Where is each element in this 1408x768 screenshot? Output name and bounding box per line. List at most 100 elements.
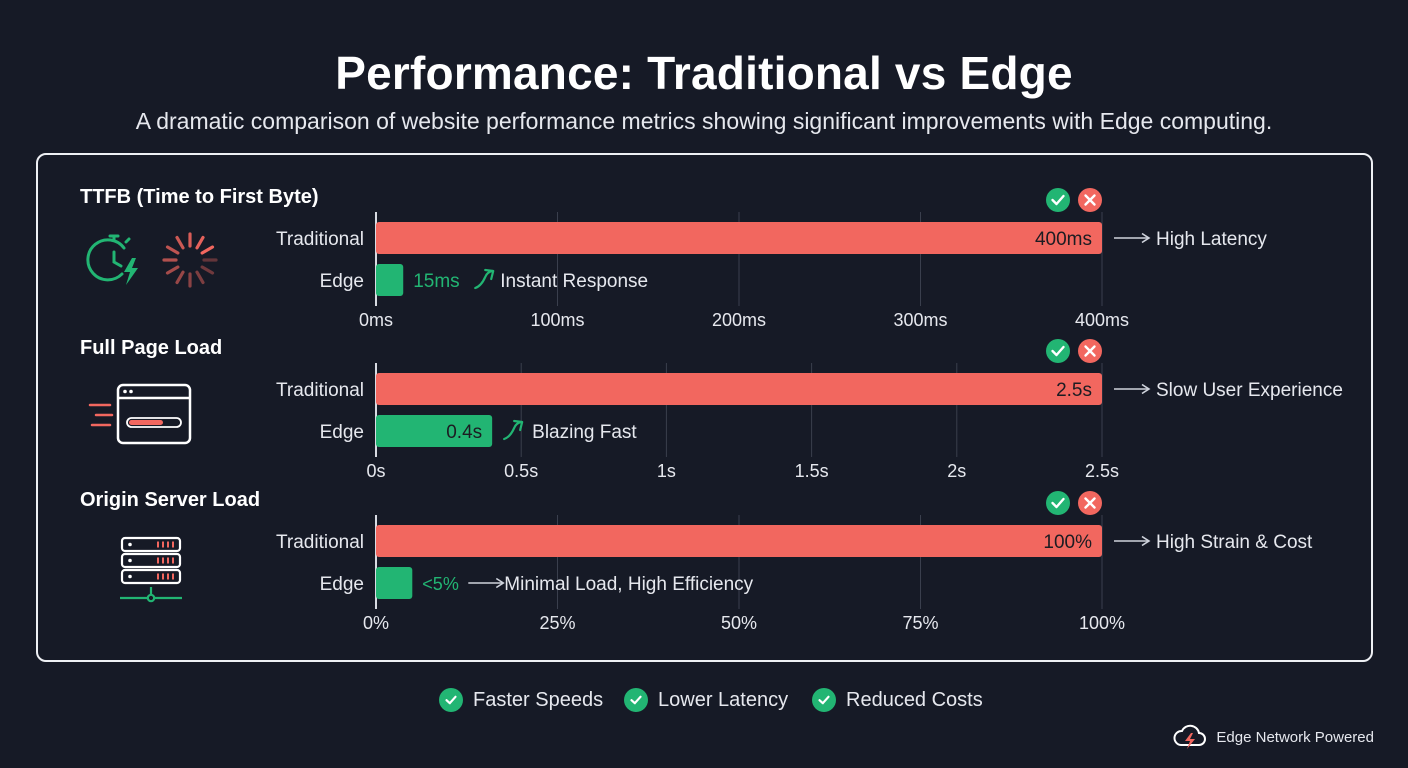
- category-label: Edge: [320, 422, 364, 443]
- annotation-label: Blazing Fast: [532, 422, 637, 443]
- spinner-tick: [195, 270, 205, 285]
- section-title: TTFB (Time to First Byte): [80, 186, 319, 208]
- arrow-right-icon: [1114, 383, 1151, 395]
- page-title: Performance: Traditional vs Edge: [335, 47, 1073, 99]
- data-label: 400ms: [1035, 229, 1092, 250]
- progress-fill: [129, 420, 163, 425]
- spinner-tick: [195, 235, 205, 250]
- category-label: Traditional: [276, 229, 364, 250]
- bar-edge: [376, 567, 413, 599]
- annotation-label: Minimal Load, High Efficiency: [504, 574, 753, 595]
- bar-edge: [376, 264, 404, 296]
- tick-label: 100%: [1079, 613, 1125, 633]
- check-circle-bg: [1046, 491, 1070, 515]
- spinner-tick: [200, 245, 215, 255]
- check-circle-bg: [1046, 188, 1070, 212]
- check-circle-bg: [1046, 339, 1070, 363]
- trend-up-icon: [503, 419, 524, 441]
- server-unit: [120, 536, 182, 553]
- x-mark: [1084, 194, 1096, 206]
- check-circle-icon: [624, 688, 648, 712]
- spinner-tick: [175, 270, 185, 285]
- tick-label: 100ms: [530, 310, 584, 330]
- check-circle-icon: [439, 688, 463, 712]
- page-subtitle: A dramatic comparison of website perform…: [135, 108, 1273, 134]
- footer-label: Edge Network Powered: [1216, 728, 1374, 746]
- bar-edge: [376, 415, 493, 447]
- trend-arrow-head: [484, 268, 495, 281]
- chart-panel: [36, 153, 1373, 662]
- trend-arrow-line: [474, 269, 494, 290]
- tick-label: 50%: [721, 613, 757, 633]
- check-mark: [1051, 497, 1065, 509]
- tick-label: 2s: [947, 461, 966, 481]
- category-label: Edge: [320, 271, 364, 292]
- server-led: [128, 574, 132, 579]
- trend-arrow-line: [503, 420, 523, 441]
- check-mark: [1051, 345, 1065, 357]
- check-circle-icon: [1046, 491, 1070, 515]
- tick-label: 1s: [657, 461, 676, 481]
- arrow-head: [1141, 383, 1151, 395]
- annotation-label: Slow User Experience: [1156, 380, 1343, 401]
- spinner-tick: [165, 265, 180, 275]
- section-title: Origin Server Load: [80, 489, 260, 511]
- browser-dot: [123, 389, 127, 394]
- x-circle-icon: [1078, 188, 1102, 212]
- loading-spinner-icon: [162, 232, 218, 288]
- category-label: Traditional: [276, 380, 364, 401]
- arrow-right-icon: [468, 577, 505, 589]
- tick-label: 25%: [539, 613, 575, 633]
- category-label: Traditional: [276, 532, 364, 553]
- tick-label: 75%: [902, 613, 938, 633]
- tick-label: 300ms: [893, 310, 947, 330]
- check-circle-icon: [812, 688, 836, 712]
- server-unit: [120, 568, 182, 585]
- spinner-tick: [200, 265, 215, 275]
- annotation-label: High Latency: [1156, 229, 1267, 250]
- tick-label: 0ms: [359, 310, 393, 330]
- data-label: 0.4s: [446, 422, 482, 443]
- tick-label: 0s: [366, 461, 385, 481]
- network-node: [146, 593, 156, 603]
- legend-item-faster-speeds: Faster Speeds: [439, 686, 603, 714]
- arrow-head: [1141, 535, 1151, 547]
- arrow-right-icon: [1114, 232, 1151, 244]
- stopwatch-ring: [86, 238, 126, 282]
- x-circle-icon: [1078, 491, 1102, 515]
- check-circle-icon: [1046, 188, 1070, 212]
- server-unit: [120, 552, 182, 569]
- tick-label: 200ms: [712, 310, 766, 330]
- arrow-head: [495, 577, 505, 589]
- legend-item-reduced-costs: Reduced Costs: [812, 686, 983, 714]
- server-led: [128, 558, 132, 563]
- data-label: <5%: [422, 574, 459, 594]
- x-circle-icon: [1078, 339, 1102, 363]
- data-label: 100%: [1043, 532, 1092, 553]
- bolt-shape: [124, 258, 138, 285]
- browser-dot: [129, 389, 133, 394]
- check-circle-icon: [1046, 339, 1070, 363]
- tick-label: 0.5s: [504, 461, 538, 481]
- tick-label: 400ms: [1075, 310, 1129, 330]
- section-title: Full Page Load: [80, 337, 222, 359]
- data-label: 15ms: [413, 271, 459, 292]
- trend-up-icon: [474, 268, 495, 290]
- tick-label: 2.5s: [1085, 461, 1119, 481]
- footer-badge: Edge Network Powered: [1172, 722, 1374, 752]
- spinner-tick: [165, 245, 180, 255]
- check-mark: [1051, 194, 1065, 206]
- legend-label: Reduced Costs: [846, 688, 983, 711]
- browser-frame: [116, 383, 192, 445]
- legend-label: Lower Latency: [658, 688, 789, 711]
- server-rack-icon: [120, 536, 182, 603]
- legend-item-lower-latency: Lower Latency: [624, 686, 788, 714]
- category-label: Edge: [320, 574, 364, 595]
- legend-label: Faster Speeds: [473, 688, 604, 711]
- browser-loading-icon: [88, 383, 192, 445]
- trend-arrow-head: [513, 419, 524, 432]
- cloud-bolt-icon: [1173, 724, 1207, 749]
- tick-label: 0%: [363, 613, 389, 633]
- arrow-right-icon: [1114, 535, 1151, 547]
